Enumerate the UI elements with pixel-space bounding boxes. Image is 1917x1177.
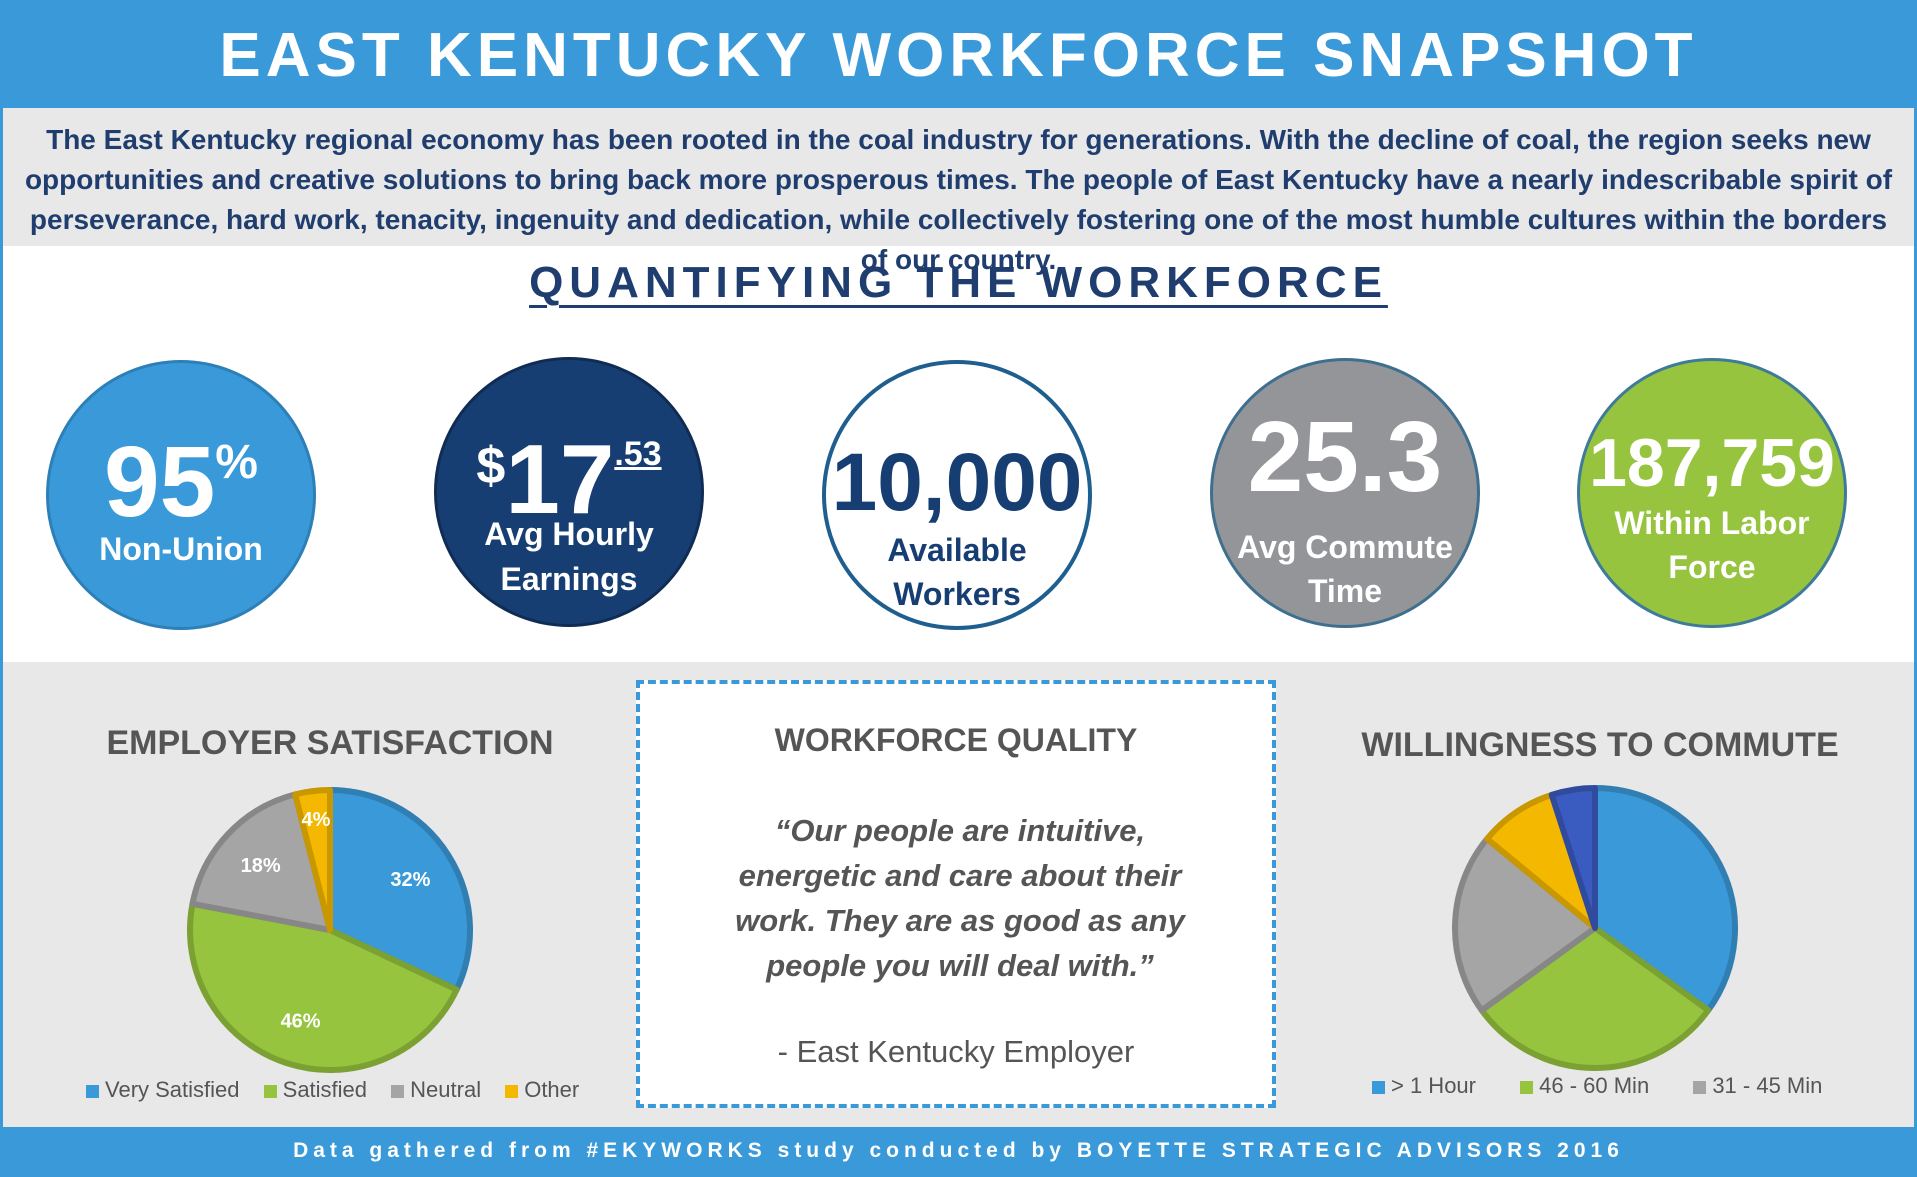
pie-data-label: 32% [390,869,430,891]
commute-pie [1452,785,1738,1071]
legend-label: Other [524,1077,580,1102]
stat-label-line1: Avg Hourly [484,516,654,552]
legend-swatch [263,1084,277,1098]
chart-title-commute: WILLINGNESS TO COMMUTE [1361,726,1839,764]
footer-source: Data gathered from #EKYWORKS study condu… [3,1127,1914,1174]
legend-item: 46 - 60 Min [1520,1073,1649,1099]
stat-number: 10,000 [831,437,1083,528]
stat-hourly-earnings: $17.53 Avg Hourly Earnings [434,357,704,627]
legend-item: Other [505,1077,579,1103]
pie-slice-1-hour [1592,785,1738,1014]
chart-title-satisfaction: EMPLOYER SATISFACTION [106,724,554,762]
stat-number: 95 [104,426,216,538]
legend-label: Neutral [410,1077,482,1102]
section-title: QUANTIFYING THE WORKFORCE [0,258,1917,308]
stat-non-union: 95% Non-Union [46,360,316,630]
stat-label-line2: Workers [893,576,1021,612]
legend-item: Satisfied [263,1077,368,1103]
pie-data-label: 18% [241,855,281,877]
intro-paragraph: The East Kentucky regional economy has b… [3,108,1914,275]
stat-suffix: .53 [614,435,662,473]
quote-line: people you will deal with.” [766,948,1154,983]
stat-value: 95% [49,413,313,532]
quote-line: energetic and care about their [738,858,1182,893]
stat-label-line2: Time [1307,573,1383,609]
legend-label: 46 - 60 Min [1539,1073,1650,1098]
page-title: EAST KENTUCKY WORKFORCE SNAPSHOT [3,3,1914,108]
workforce-quality-box: WORKFORCE QUALITY “Our people are intuit… [636,680,1276,1108]
stat-labor-force: 187,759 Within Labor Force [1577,358,1847,628]
stat-label-line1: Available [887,532,1027,568]
stat-label-line2: Force [1668,549,1756,585]
satisfaction-pie: 32% 46% 18% 4% [187,787,473,1073]
legend-swatch [1520,1080,1534,1094]
quote-title: WORKFORCE QUALITY [774,722,1138,758]
pie-data-label: 46% [281,1011,321,1033]
legend-label: Satisfied [282,1077,368,1102]
stat-value: $17.53 [437,404,701,529]
satisfaction-pie-chart: 32% 46% 18% 4% [187,787,473,1073]
pie-slice-very-satisfied [327,787,473,993]
commute-legend: > 1 Hour 46 - 60 Min 31 - 45 Min [1372,1073,1840,1099]
legend-label: Very Satisfied [105,1077,240,1102]
stat-number: 17 [505,424,615,534]
pie-slice-neutral [189,791,333,933]
quote-line: “Our people are intuitive, [774,813,1146,848]
pie-slice-other [292,787,333,933]
legend-swatch [1372,1080,1385,1094]
quote-text: “Our people are intuitive, energetic and… [660,808,1260,988]
stat-label-line1: Avg Commute [1237,529,1453,565]
pie-data-label: 4% [302,809,331,831]
section-title-text: QUANTIFYING THE WORKFORCE [529,258,1388,307]
stat-available-workers: 10,000 Available Workers [822,360,1092,630]
quote-author: - East Kentucky Employer [777,1034,1135,1069]
quote-line: work. They are as good as any [735,903,1185,938]
pie-slice-31-45-min [1452,835,1598,1014]
legend-item: Very Satisfied [86,1077,240,1103]
stat-prefix: $ [476,437,506,495]
legend-swatch [1693,1080,1707,1094]
legend-item: > 1 Hour [1372,1073,1476,1099]
stat-number: 187,759 [1589,425,1835,501]
legend-label: > 1 Hour [1391,1073,1476,1098]
stat-label: Non-Union [99,531,263,567]
legend-swatch [86,1084,99,1098]
stat-label-line1: Within Labor [1614,505,1810,541]
stat-label-line2: Earnings [500,561,638,597]
stat-number: 25.3 [1247,401,1443,513]
legend-item: Neutral [391,1077,481,1103]
pie-slice-satisfied [187,900,460,1073]
pie-slice-46-60-min [1478,925,1712,1071]
legend-swatch [505,1084,519,1098]
legend-label: 31 - 45 Min [1712,1073,1823,1098]
pie-slice-segment-4 [1548,785,1598,931]
commute-pie-chart [1452,785,1738,1071]
legend-item: 31 - 45 Min [1693,1073,1822,1099]
stat-avg-commute: 25.3 Avg Commute Time [1210,358,1480,628]
satisfaction-legend: Very Satisfied Satisfied Neutral Other [86,1077,597,1103]
legend-swatch [391,1084,405,1098]
stat-suffix: % [215,436,258,489]
